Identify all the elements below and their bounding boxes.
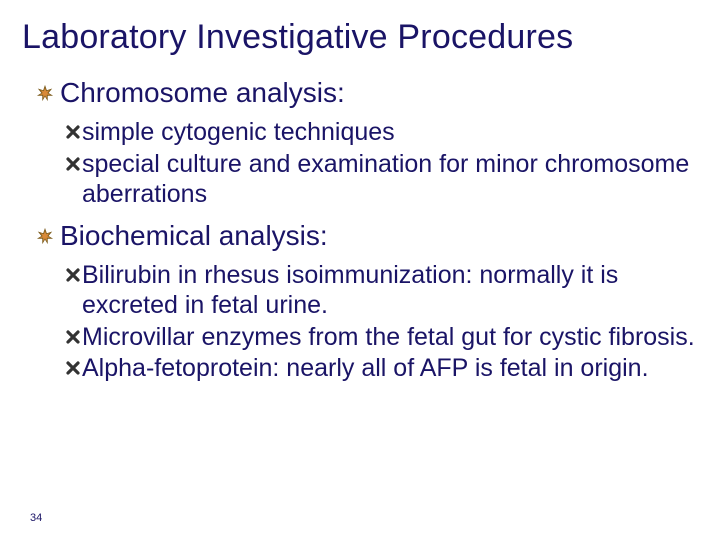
x-icon xyxy=(66,157,80,171)
section-header: Biochemical analysis: xyxy=(36,220,698,252)
section-header: Chromosome analysis: xyxy=(36,77,698,109)
burst-icon xyxy=(36,84,54,102)
x-icon xyxy=(66,330,80,344)
section-title: Biochemical analysis: xyxy=(60,220,328,252)
sub-list: simple cytogenic techniques special cult… xyxy=(66,117,698,210)
item-text: Microvillar enzymes from the fetal gut f… xyxy=(82,322,695,353)
item-text: Bilirubin in rhesus isoimmunization: nor… xyxy=(82,260,698,321)
list-item: Bilirubin in rhesus isoimmunization: nor… xyxy=(66,260,698,321)
list-item: Microvillar enzymes from the fetal gut f… xyxy=(66,322,698,353)
slide-title: Laboratory Investigative Procedures xyxy=(22,18,698,57)
item-text: Alpha-fetoprotein: nearly all of AFP is … xyxy=(82,353,649,384)
page-number: 34 xyxy=(30,512,42,524)
list-item: Alpha-fetoprotein: nearly all of AFP is … xyxy=(66,353,698,384)
section-biochemical: Biochemical analysis: Bilirubin in rhesu… xyxy=(36,220,698,384)
list-item: simple cytogenic techniques xyxy=(66,117,698,148)
x-icon xyxy=(66,268,80,282)
list-item: special culture and examination for mino… xyxy=(66,149,698,210)
burst-icon xyxy=(36,227,54,245)
x-icon xyxy=(66,125,80,139)
item-text: special culture and examination for mino… xyxy=(82,149,698,210)
section-title: Chromosome analysis: xyxy=(60,77,345,109)
item-text: simple cytogenic techniques xyxy=(82,117,395,148)
x-icon xyxy=(66,361,80,375)
sub-list: Bilirubin in rhesus isoimmunization: nor… xyxy=(66,260,698,384)
section-chromosome: Chromosome analysis: simple cytogenic te… xyxy=(36,77,698,210)
